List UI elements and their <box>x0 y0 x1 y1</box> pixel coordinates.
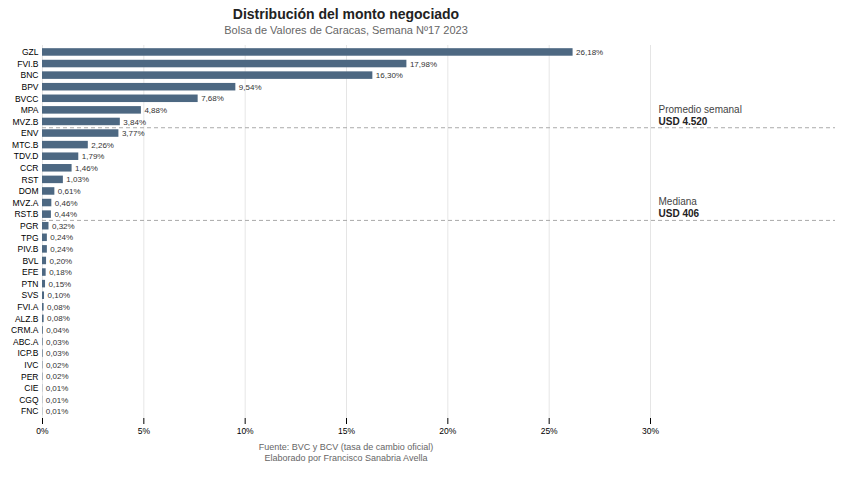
svg-text:FVI.B: FVI.B <box>17 59 39 69</box>
svg-text:0,20%: 0,20% <box>50 257 73 266</box>
svg-text:20%: 20% <box>439 426 456 436</box>
svg-text:0,08%: 0,08% <box>47 314 70 323</box>
svg-text:0,44%: 0,44% <box>54 210 77 219</box>
svg-text:USD 4.520: USD 4.520 <box>659 116 708 127</box>
svg-text:CRM.A: CRM.A <box>11 325 39 335</box>
svg-text:0,03%: 0,03% <box>46 349 69 358</box>
svg-text:CGQ: CGQ <box>19 395 39 405</box>
svg-text:5%: 5% <box>138 426 151 436</box>
svg-text:30%: 30% <box>642 426 659 436</box>
svg-text:1,03%: 1,03% <box>66 175 89 184</box>
svg-text:0,61%: 0,61% <box>58 187 81 196</box>
svg-text:0,24%: 0,24% <box>50 233 73 242</box>
svg-text:0%: 0% <box>36 426 49 436</box>
svg-text:RST: RST <box>22 175 39 185</box>
svg-text:0,24%: 0,24% <box>50 245 73 254</box>
svg-text:PER: PER <box>21 372 38 382</box>
svg-text:15%: 15% <box>338 426 355 436</box>
svg-text:PTN: PTN <box>22 279 39 289</box>
html-text:Fuente: BVC y BCV (tasa de cam: Fuente: BVC y BCV (tasa de cambio oficia… <box>258 442 434 452</box>
svg-text:2,26%: 2,26% <box>91 141 114 150</box>
svg-text:Mediana: Mediana <box>659 196 698 207</box>
svg-text:26,18%: 26,18% <box>576 48 603 57</box>
svg-text:TDV.D: TDV.D <box>14 151 39 161</box>
svg-text:0,02%: 0,02% <box>46 361 69 370</box>
svg-text:0,01%: 0,01% <box>46 384 69 393</box>
svg-text:PIV.B: PIV.B <box>18 244 39 254</box>
svg-text:PGR: PGR <box>20 221 38 231</box>
svg-text:MPA: MPA <box>21 105 39 115</box>
svg-text:DOM: DOM <box>19 186 39 196</box>
svg-text:0,32%: 0,32% <box>52 222 75 231</box>
svg-text:EFE: EFE <box>22 267 39 277</box>
svg-text:ENV: ENV <box>21 128 39 138</box>
svg-text:BVCC: BVCC <box>15 94 39 104</box>
svg-text:BVL: BVL <box>22 256 38 266</box>
html-text:Distribución del monto negocia: Distribución del monto negociado <box>232 6 460 22</box>
svg-text:0,10%: 0,10% <box>48 291 71 300</box>
svg-text:MVZ.B: MVZ.B <box>13 117 39 127</box>
svg-text:IVC: IVC <box>24 360 38 370</box>
svg-text:0,03%: 0,03% <box>46 338 69 347</box>
svg-text:USD 406: USD 406 <box>659 208 700 219</box>
svg-text:1,46%: 1,46% <box>75 164 98 173</box>
svg-text:0,01%: 0,01% <box>46 396 69 405</box>
svg-text:BPV: BPV <box>21 82 38 92</box>
svg-text:9,54%: 9,54% <box>239 83 262 92</box>
svg-text:17,98%: 17,98% <box>410 60 437 69</box>
svg-text:RST.B: RST.B <box>14 209 38 219</box>
svg-text:0,46%: 0,46% <box>55 199 78 208</box>
svg-text:0,02%: 0,02% <box>46 372 69 381</box>
svg-text:FNC: FNC <box>21 406 38 416</box>
svg-text:25%: 25% <box>541 426 558 436</box>
svg-text:0,08%: 0,08% <box>47 303 70 312</box>
svg-text:GZL: GZL <box>22 47 39 57</box>
svg-text:0,01%: 0,01% <box>46 407 69 416</box>
svg-text:ICP.B: ICP.B <box>17 348 38 358</box>
svg-text:SVS: SVS <box>21 290 38 300</box>
svg-text:CIE: CIE <box>24 383 39 393</box>
svg-text:1,79%: 1,79% <box>82 152 105 161</box>
svg-text:MVZ.A: MVZ.A <box>13 198 39 208</box>
svg-text:10%: 10% <box>237 426 254 436</box>
svg-text:16,30%: 16,30% <box>376 71 403 80</box>
svg-text:0,15%: 0,15% <box>49 280 72 289</box>
svg-text:4,88%: 4,88% <box>144 106 167 115</box>
svg-text:ALZ.B: ALZ.B <box>15 314 39 324</box>
svg-text:0,18%: 0,18% <box>49 268 72 277</box>
html-text:Bolsa de Valores de Caracas, S: Bolsa de Valores de Caracas, Semana Nº17… <box>224 24 468 36</box>
svg-text:3,77%: 3,77% <box>122 129 145 138</box>
svg-text:BNC: BNC <box>21 70 39 80</box>
html-text:Elaborado por Francisco Sanabr: Elaborado por Francisco Sanabria Avella <box>264 453 428 463</box>
svg-text:CCR: CCR <box>20 163 38 173</box>
svg-text:7,68%: 7,68% <box>201 94 224 103</box>
svg-text:FVI.A: FVI.A <box>17 302 39 312</box>
svg-text:3,84%: 3,84% <box>123 118 146 127</box>
svg-text:0,04%: 0,04% <box>46 326 69 335</box>
svg-text:MTC.B: MTC.B <box>12 140 39 150</box>
svg-text:TPG: TPG <box>21 233 38 243</box>
svg-text:Promedio semanal: Promedio semanal <box>659 104 742 115</box>
svg-text:ABC.A: ABC.A <box>13 337 39 347</box>
